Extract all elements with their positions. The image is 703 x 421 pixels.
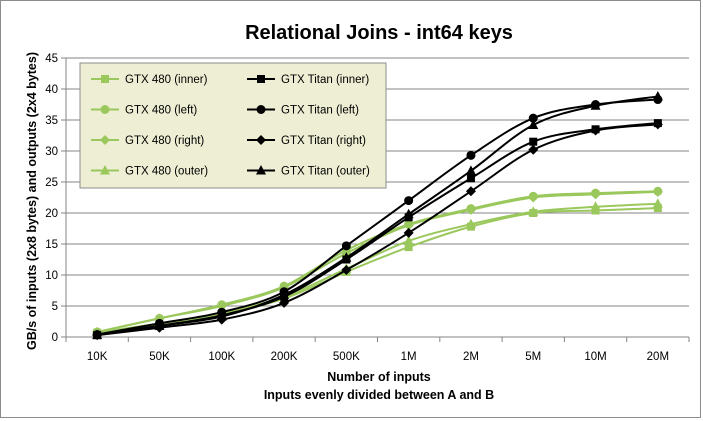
legend-label: GTX 480 (inner) (125, 74, 208, 86)
data-point (341, 252, 352, 262)
legend-swatch-marker (100, 165, 110, 175)
legend-label: GTX 480 (right) (125, 135, 204, 147)
data-point (528, 119, 539, 129)
y-tick-label: 40 (45, 84, 58, 96)
x-tick-label: 200K (271, 351, 298, 363)
data-point (404, 243, 413, 252)
y-tick-label: 25 (45, 177, 58, 189)
y-tick-label: 0 (52, 332, 58, 344)
data-point (528, 206, 539, 216)
x-tick-label: 5M (525, 351, 541, 363)
data-point (590, 189, 601, 200)
data-point (528, 192, 539, 203)
y-tick-label: 15 (45, 239, 58, 251)
data-point (652, 90, 663, 101)
x-tick-label: 2M (463, 351, 479, 363)
data-point (465, 218, 476, 229)
data-point (590, 201, 601, 211)
x-tick-label: 10M (584, 351, 606, 363)
legend: GTX 480 (inner) GTX 480 (left) GTX 480 (ri… (79, 62, 387, 189)
data-point (92, 329, 103, 340)
data-point (341, 241, 351, 251)
series-line (96, 190, 658, 334)
axes (61, 57, 690, 342)
data-point (652, 119, 663, 130)
data-point (154, 320, 165, 330)
x-tick-label: 100K (208, 351, 235, 363)
legend-box (79, 62, 387, 189)
y-tick-labels: 0 5 10 15 20 25 30 35 40 45 (45, 53, 58, 344)
data-point (652, 198, 663, 208)
legend-entry: GTX 480 (inner) (91, 74, 208, 86)
data-point (465, 204, 476, 215)
legend-entry: GTX 480 (outer) (91, 165, 208, 178)
y-tick-label: 5 (52, 301, 58, 313)
legend-label: GTX Titan (right) (281, 135, 366, 147)
x-tick-label: 500K (333, 351, 360, 363)
y-axis-title: GB/s of inputs (2x8 bytes) and outputs (… (25, 52, 39, 350)
legend-label: GTX Titan (left) (281, 105, 359, 117)
y-tick-label: 45 (45, 53, 58, 65)
y-tick-label: 20 (45, 208, 58, 220)
legend-swatch-marker (256, 105, 266, 114)
data-point (528, 144, 539, 155)
data-point (403, 227, 414, 238)
series-gtx-titan-outer (92, 90, 663, 340)
legend-label: GTX Titan (outer) (281, 166, 370, 178)
y-tick-label: 30 (45, 146, 58, 158)
legend-entry: GTX Titan (outer) (247, 165, 370, 178)
legend-entry: GTX Titan (left) (247, 105, 359, 117)
data-point (216, 311, 227, 321)
x-tick-label: 10K (87, 351, 108, 363)
data-point (465, 165, 476, 175)
data-point (403, 220, 414, 231)
data-point (652, 186, 663, 197)
series-line (96, 98, 658, 336)
data-point (529, 137, 538, 146)
x-tick-label: 1M (401, 351, 417, 363)
data-point (403, 235, 414, 245)
legend-swatch-marker (256, 135, 266, 145)
legend-swatch-marker (256, 165, 266, 175)
legend-swatch-marker (100, 105, 110, 114)
x-tick-label: 20M (647, 351, 669, 363)
data-point (404, 196, 414, 206)
data-point (466, 150, 476, 160)
data-point (279, 297, 290, 308)
legend-entry: GTX 480 (left) (91, 105, 197, 117)
data-point (341, 265, 352, 276)
series-gtx-480-right (92, 186, 663, 338)
legend-entry: GTX Titan (inner) (247, 74, 369, 86)
data-point (528, 113, 538, 123)
series-gtx-480-outer (92, 198, 663, 337)
legend-swatch-marker (101, 75, 109, 83)
y-tick-label: 35 (45, 115, 58, 127)
legend-label: GTX 480 (left) (125, 105, 197, 117)
legend-swatch-marker (257, 75, 265, 83)
chart-title: Relational Joins - int64 keys (245, 22, 513, 44)
legend-entry: GTX Titan (right) (247, 135, 366, 147)
series-line (97, 95, 658, 337)
x-tick-labels: 10K 50K 100K 200K 500K 1M 2M 5M 10M 20M (87, 351, 669, 363)
legend-label: GTX Titan (inner) (281, 74, 369, 86)
data-point (403, 208, 414, 219)
x-tick-label: 50K (149, 351, 170, 363)
y-tick-label: 10 (45, 270, 58, 282)
legend-swatch-marker (100, 135, 110, 145)
data-point (466, 174, 475, 183)
series-line (97, 123, 658, 337)
data-point (279, 289, 290, 299)
legend-entry: GTX 480 (right) (91, 135, 204, 147)
series-group (92, 90, 663, 341)
x-axis-title: Number of inputs (327, 370, 431, 384)
data-point (653, 204, 662, 213)
x-axis-subtitle: Inputs evenly divided between A and B (264, 388, 494, 402)
legend-label: GTX 480 (outer) (125, 166, 208, 178)
data-point (590, 100, 601, 110)
data-point (465, 186, 476, 197)
